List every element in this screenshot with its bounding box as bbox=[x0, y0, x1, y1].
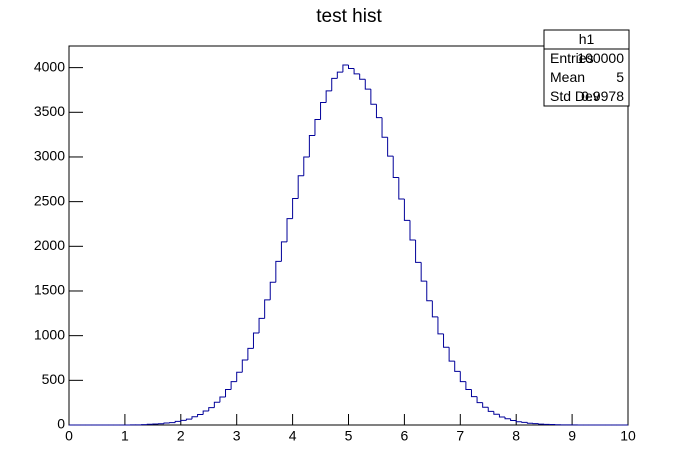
y-tick-label: 2000 bbox=[34, 237, 65, 253]
histogram-bin bbox=[180, 419, 187, 422]
y-tick-label: 2500 bbox=[34, 192, 65, 208]
histogram-bin bbox=[213, 401, 220, 408]
stats-value: 5 bbox=[616, 69, 624, 85]
histogram-bin bbox=[454, 361, 461, 372]
histogram-bin bbox=[286, 218, 293, 242]
histogram-bin bbox=[174, 420, 181, 423]
x-tick-label: 8 bbox=[512, 428, 520, 444]
x-tick-label: 3 bbox=[233, 428, 241, 444]
y-tick-label: 1000 bbox=[34, 326, 65, 342]
x-tick-label: 7 bbox=[456, 428, 464, 444]
histogram-bin bbox=[225, 388, 232, 397]
histogram-bin bbox=[359, 73, 366, 80]
histogram-bin bbox=[308, 135, 315, 157]
histogram-bin bbox=[476, 396, 483, 404]
stats-value: 0.9978 bbox=[581, 88, 624, 104]
histogram-bin bbox=[448, 347, 455, 362]
stats-title: h1 bbox=[579, 31, 595, 47]
y-tick-label: 4000 bbox=[34, 58, 65, 74]
x-tick-label: 10 bbox=[620, 428, 636, 444]
histogram-bin bbox=[465, 381, 472, 390]
histogram-bin bbox=[510, 418, 517, 422]
x-tick-label: 6 bbox=[401, 428, 409, 444]
histogram-bin bbox=[269, 281, 276, 300]
histogram-bin bbox=[443, 333, 450, 348]
histogram-bin bbox=[353, 68, 360, 75]
stats-label: Entries bbox=[550, 50, 594, 66]
histogram-bin bbox=[437, 316, 444, 335]
histogram-bin bbox=[342, 64, 349, 73]
histogram-bin bbox=[526, 422, 533, 424]
histogram-bin bbox=[185, 418, 192, 421]
histogram-bin bbox=[470, 389, 478, 398]
histogram-bin bbox=[482, 402, 489, 408]
histogram-bin bbox=[275, 260, 282, 283]
histogram-bin bbox=[387, 137, 394, 157]
histogram-bin bbox=[392, 156, 399, 179]
histogram-bin bbox=[426, 281, 433, 302]
y-tick-label: 1500 bbox=[34, 282, 65, 298]
histogram-bin bbox=[325, 90, 332, 103]
x-tick-label: 4 bbox=[289, 428, 297, 444]
histogram-bin bbox=[197, 414, 204, 417]
histogram-bin bbox=[431, 300, 438, 318]
y-tick-label: 3500 bbox=[34, 103, 65, 119]
histogram-bin bbox=[331, 77, 338, 91]
histogram-bin bbox=[280, 241, 288, 262]
histogram-bin bbox=[241, 359, 248, 373]
histogram-bin bbox=[370, 89, 377, 105]
histogram-bin bbox=[415, 240, 422, 263]
histogram-bin bbox=[364, 79, 371, 90]
histogram-bin bbox=[459, 371, 466, 383]
histogram-bin bbox=[403, 198, 410, 221]
histogram-bin bbox=[202, 410, 209, 415]
histogram-bin bbox=[515, 420, 522, 423]
histogram-bin bbox=[264, 299, 271, 319]
histogram-bin bbox=[320, 101, 327, 120]
histogram-bin bbox=[258, 317, 265, 333]
histogram-bin bbox=[498, 414, 506, 418]
y-tick-label: 0 bbox=[57, 416, 65, 432]
histogram-bin bbox=[521, 421, 528, 423]
y-tick-label: 500 bbox=[42, 371, 66, 387]
x-tick-label: 1 bbox=[121, 428, 129, 444]
histogram-bin bbox=[208, 407, 215, 411]
histogram-bin bbox=[314, 118, 321, 136]
stats-label: Mean bbox=[550, 69, 585, 85]
histogram-bin bbox=[292, 198, 299, 219]
histogram-bin bbox=[381, 117, 388, 138]
histogram-bin bbox=[191, 416, 198, 420]
stats-value: 100000 bbox=[577, 50, 624, 66]
histogram-bin bbox=[247, 347, 254, 361]
histogram-bin bbox=[163, 422, 170, 424]
histogram-bin bbox=[252, 332, 260, 349]
histogram-bin bbox=[504, 417, 511, 420]
histogram-bin bbox=[420, 262, 427, 282]
y-tick-label: 3000 bbox=[34, 148, 65, 164]
stats-label: Std Dev bbox=[550, 88, 600, 104]
stats-frame bbox=[543, 29, 630, 107]
histogram-bin bbox=[230, 381, 237, 390]
x-tick-label: 2 bbox=[177, 428, 185, 444]
histogram-bin bbox=[398, 177, 405, 200]
histogram-bin bbox=[493, 411, 500, 415]
x-tick-label: 0 bbox=[65, 428, 73, 444]
chart-title: test hist bbox=[316, 6, 382, 27]
histogram-bin bbox=[297, 175, 304, 199]
histogram bbox=[69, 64, 628, 426]
histogram-bin bbox=[538, 423, 545, 425]
histogram-bin bbox=[487, 407, 494, 412]
histogram-bin bbox=[375, 104, 383, 119]
x-tick-label: 5 bbox=[345, 428, 353, 444]
histogram-bin bbox=[409, 220, 416, 241]
histogram-bin bbox=[303, 156, 310, 176]
histogram-bin bbox=[336, 71, 343, 79]
x-tick-label: 9 bbox=[568, 428, 576, 444]
histogram-bin bbox=[348, 64, 355, 70]
histogram-bin bbox=[236, 371, 243, 382]
histogram-bin bbox=[219, 396, 226, 403]
